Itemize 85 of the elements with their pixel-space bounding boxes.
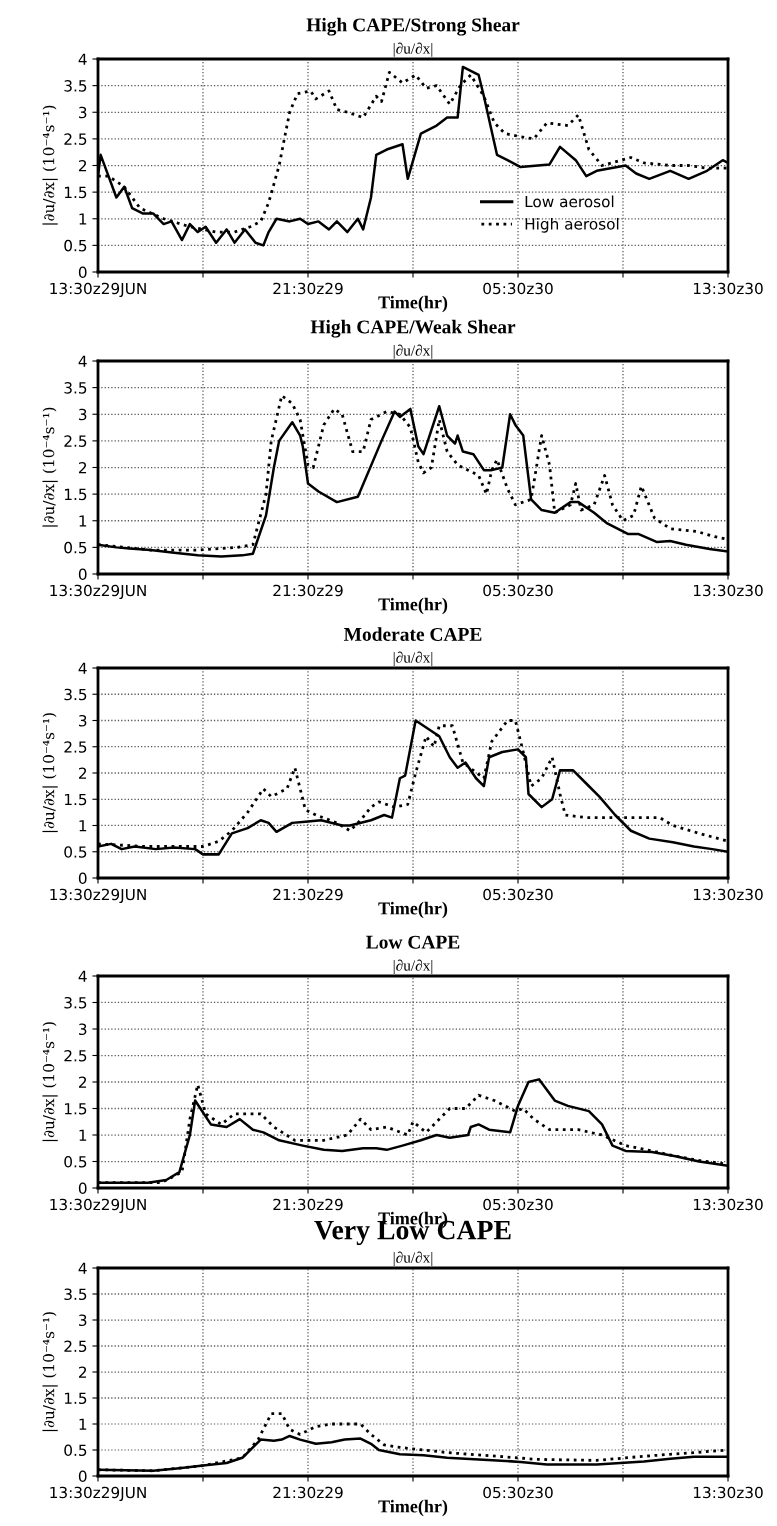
y-tick-label: 3.5 xyxy=(64,688,87,701)
chart-title: Moderate CAPE xyxy=(343,627,482,641)
y-tick-label: 2.5 xyxy=(64,435,87,447)
y-tick-label: 1.5 xyxy=(64,1103,87,1115)
x-tick-label: 13:30z30 xyxy=(693,1486,763,1499)
y-tick-label: 4 xyxy=(78,662,87,674)
x-tick-label: 13:30z30 xyxy=(693,282,763,295)
y-tick-label: 2 xyxy=(78,767,87,779)
y-tick-label: 2.5 xyxy=(64,133,87,145)
x-tick-label: 05:30z30 xyxy=(483,888,553,901)
y-tick-label: 3.5 xyxy=(64,1288,87,1301)
y-tick-label: 1.5 xyxy=(64,793,87,806)
y-axis-title: |∂u/∂x| (10⁻⁴s⁻¹) xyxy=(42,407,58,527)
x-tick-label: 21:30z29 xyxy=(273,888,343,901)
y-tick-label: 0 xyxy=(78,266,87,279)
y-tick-label: 0 xyxy=(78,872,87,885)
x-tick-label: 21:30z29 xyxy=(273,584,343,597)
legend-label: High aerosol xyxy=(525,217,619,233)
x-axis-title: Time(hr) xyxy=(378,597,448,615)
y-tick-label: 3 xyxy=(79,1023,87,1036)
y-tick-label: 0.5 xyxy=(64,1444,87,1457)
y-tick-label: 3 xyxy=(79,408,87,421)
chart-title: Low CAPE xyxy=(366,935,460,949)
y-tick-label: 2 xyxy=(78,159,87,172)
x-tick-label: 05:30z30 xyxy=(483,1486,553,1499)
x-tick-label: 21:30z29 xyxy=(273,282,343,295)
x-axis-title: Time(hr) xyxy=(378,1499,448,1517)
chart-subtitle: |∂u/∂x| xyxy=(393,42,433,57)
y-axis-title: |∂u/∂x| (10⁻⁴s⁻¹) xyxy=(42,1022,58,1142)
y-tick-label: 2.5 xyxy=(64,741,87,753)
y-tick-label: 1.5 xyxy=(64,488,87,501)
x-tick-label: 05:30z30 xyxy=(483,1198,553,1211)
chart-subtitle: |∂u/∂x| xyxy=(393,1251,433,1266)
y-tick-label: 4 xyxy=(78,53,87,65)
chart-subtitle: |∂u/∂x| xyxy=(393,651,433,666)
y-tick-label: 2 xyxy=(78,461,87,474)
chart-title: High CAPE/Weak Shear xyxy=(310,319,516,338)
y-tick-label: 2 xyxy=(78,1076,87,1088)
x-tick-label: 13:30z29JUN xyxy=(50,1198,146,1214)
y-tick-label: 3.5 xyxy=(64,382,87,394)
x-tick-label: 21:30z29 xyxy=(273,1198,343,1211)
x-tick-label: 13:30z30 xyxy=(693,584,763,597)
chart-subtitle: |∂u/∂x| xyxy=(393,959,433,974)
y-tick-label: 1.5 xyxy=(64,186,87,199)
x-tick-label: 05:30z30 xyxy=(483,282,553,295)
y-tick-label: 1.5 xyxy=(64,1392,87,1405)
y-tick-label: 1 xyxy=(79,1129,87,1141)
y-tick-label: 4 xyxy=(78,1262,87,1274)
chart-subtitle: |∂u/∂x| xyxy=(393,344,433,359)
y-tick-label: 3.5 xyxy=(64,80,87,92)
y-tick-label: 3 xyxy=(79,1314,87,1327)
x-tick-label: 13:30z30 xyxy=(693,1198,763,1211)
y-tick-label: 3.5 xyxy=(64,996,87,1009)
legend-label: Low aerosol xyxy=(525,195,614,208)
chart-title: High CAPE/Strong Shear xyxy=(306,17,520,36)
x-tick-label: 05:30z30 xyxy=(483,584,553,597)
x-tick-label: 21:30z29 xyxy=(273,1486,343,1499)
y-tick-label: 0 xyxy=(78,1182,87,1195)
x-axis-title: Time(hr) xyxy=(378,901,448,919)
y-tick-label: 2.5 xyxy=(64,1340,87,1353)
x-tick-label: 13:30z30 xyxy=(693,888,763,901)
y-tick-label: 0 xyxy=(78,1470,87,1483)
y-tick-label: 1 xyxy=(79,820,87,832)
y-tick-label: 0 xyxy=(78,568,87,581)
y-tick-label: 4 xyxy=(78,970,87,982)
y-tick-label: 0.5 xyxy=(64,1155,87,1168)
x-tick-label: 13:30z29JUN xyxy=(50,584,146,600)
y-tick-label: 4 xyxy=(78,355,87,367)
x-tick-label: 13:30z29JUN xyxy=(50,888,146,904)
x-tick-label: 13:30z29JUN xyxy=(50,1486,146,1502)
y-tick-label: 2 xyxy=(78,1366,87,1378)
y-tick-label: 3 xyxy=(79,106,87,119)
y-tick-label: 1 xyxy=(79,1418,87,1430)
y-axis-title: |∂u/∂x| (10⁻⁴s⁻¹) xyxy=(42,713,58,833)
y-tick-label: 0.5 xyxy=(64,541,87,554)
y-tick-label: 1 xyxy=(79,515,87,527)
y-tick-label: 0.5 xyxy=(64,239,87,252)
y-axis-title: |∂u/∂x| (10⁻⁴s⁻¹) xyxy=(42,105,58,225)
x-tick-label: 13:30z29JUN xyxy=(50,282,146,298)
y-tick-label: 0.5 xyxy=(64,846,87,858)
y-tick-label: 1 xyxy=(79,213,87,225)
x-axis-title: Time(hr) xyxy=(378,295,448,313)
y-axis-title: |∂u/∂x| (10⁻⁴s⁻¹) xyxy=(42,1312,58,1432)
y-tick-label: 2.5 xyxy=(64,1049,87,1062)
y-tick-label: 3 xyxy=(79,714,87,727)
